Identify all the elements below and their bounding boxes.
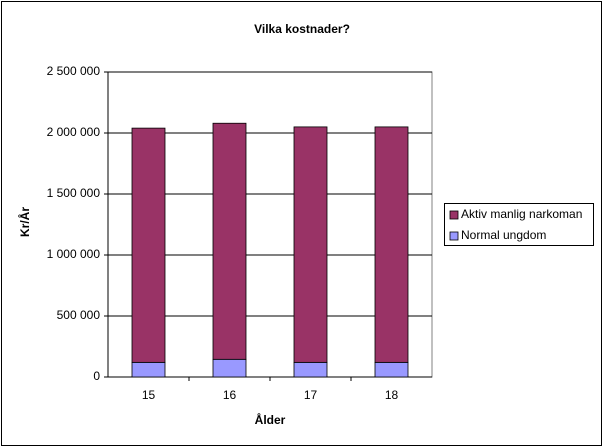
y-tick-label: 0 — [93, 369, 100, 383]
bar-segment — [293, 361, 328, 378]
legend-swatch — [449, 231, 459, 241]
y-tick-label: 1 000 000 — [47, 247, 101, 261]
bar-segment — [131, 361, 166, 378]
x-tick-label: 16 — [223, 388, 237, 402]
bar-segment — [374, 361, 409, 378]
y-tick-label: 2 500 000 — [47, 64, 101, 78]
legend-label: Normal ungdom — [461, 228, 546, 242]
y-axis-label: Kr/År — [17, 207, 32, 237]
bar-segment — [212, 358, 247, 378]
y-tick-label: 2 000 000 — [47, 125, 101, 139]
y-tick-label: 500 000 — [57, 308, 101, 322]
x-tick-label: 15 — [142, 388, 156, 402]
x-tick-label: 18 — [385, 388, 399, 402]
legend — [444, 203, 594, 246]
bar-segment — [293, 126, 328, 363]
bar-segment — [131, 127, 166, 363]
legend-swatch — [449, 210, 459, 220]
bar-segment — [212, 122, 247, 360]
bar-segment — [374, 126, 409, 363]
chart-title: Vilka kostnader? — [254, 22, 350, 36]
x-axis-label: Ålder — [255, 412, 286, 427]
legend-label: Aktiv manlig narkoman — [461, 207, 582, 221]
y-tick-label: 1 500 000 — [47, 186, 101, 200]
x-tick-label: 17 — [304, 388, 318, 402]
